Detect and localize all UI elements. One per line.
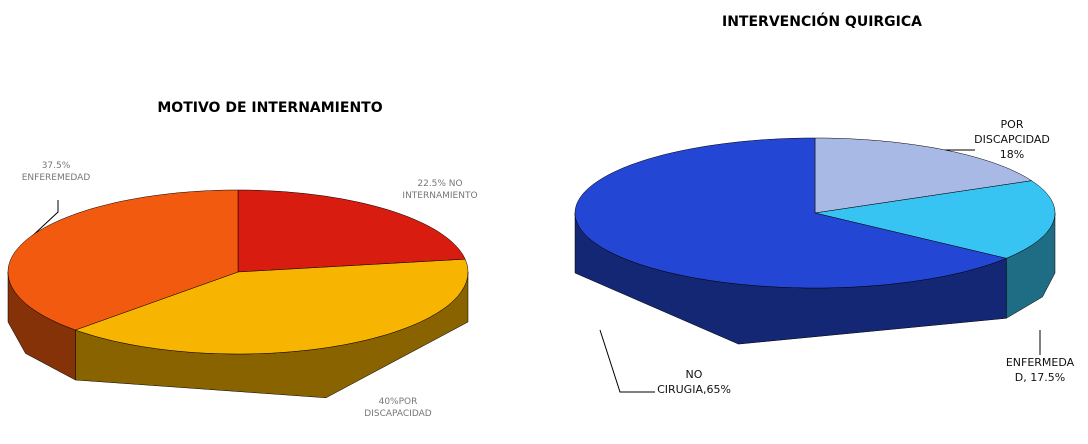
chart-title: INTERVENCIÓN QUIRGICA: [722, 14, 922, 30]
slice: [814, 137, 1033, 214]
slice: [74, 258, 469, 355]
chart-title: MOTIVO DE INTERNAMIENTO: [157, 100, 383, 116]
data-label: ENFERMEDA D, 17.5%: [1005, 356, 1075, 384]
data-label: NO CIRUGIA,65%: [657, 368, 731, 396]
leader-line: [599, 329, 655, 393]
data-label: 22.5% NO INTERNAMIENTO: [402, 179, 478, 202]
slice: [7, 189, 239, 331]
slice: [814, 180, 1056, 259]
data-label: 37.5% ENFEREMEDAD: [21, 161, 91, 184]
slice: [237, 189, 466, 273]
data-label: 40%POR DISCAPACIDAD: [364, 397, 432, 420]
slice: [574, 137, 1008, 289]
data-label: POR DISCAPCIDAD 18%: [974, 118, 1050, 161]
leader-line: [27, 200, 59, 241]
